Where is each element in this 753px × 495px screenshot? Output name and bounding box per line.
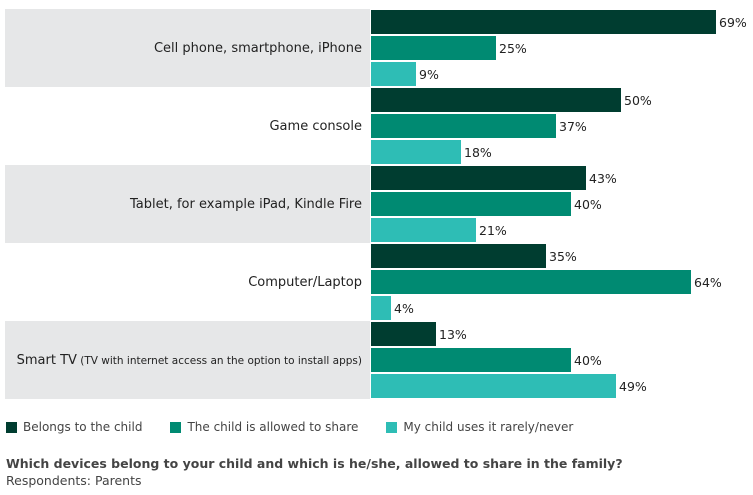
category-label: Cell phone, smartphone, iPhone bbox=[154, 41, 362, 56]
category-label: Tablet, for example iPad, Kindle Fire bbox=[129, 197, 362, 212]
category-band bbox=[5, 165, 370, 243]
data-label: 4% bbox=[394, 301, 414, 316]
category-label: Smart TV (TV with internet access an the… bbox=[17, 353, 362, 368]
data-label: 35% bbox=[549, 249, 577, 264]
data-label: 49% bbox=[619, 379, 647, 394]
bar bbox=[371, 270, 691, 294]
legend-item-share: The child is allowed to share bbox=[170, 420, 358, 434]
legend-swatch bbox=[386, 421, 398, 433]
bar bbox=[371, 114, 556, 138]
legend-label: Belongs to the child bbox=[23, 420, 143, 434]
bar bbox=[371, 296, 391, 320]
bar bbox=[371, 140, 461, 164]
category-band bbox=[5, 9, 370, 87]
bar bbox=[371, 88, 621, 112]
bar bbox=[371, 244, 546, 268]
legend-swatch bbox=[6, 421, 17, 433]
bar bbox=[371, 10, 716, 34]
data-label: 64% bbox=[694, 275, 722, 290]
bar bbox=[371, 36, 496, 60]
legend: Belongs to the child The child is allowe… bbox=[6, 420, 601, 434]
bar bbox=[371, 374, 616, 398]
bar bbox=[371, 322, 436, 346]
category-band bbox=[5, 321, 370, 399]
data-label: 13% bbox=[439, 327, 467, 342]
bar bbox=[371, 218, 476, 242]
bar bbox=[371, 192, 571, 216]
respondents-note: Respondents: Parents bbox=[6, 473, 142, 488]
category-label: Game console bbox=[269, 119, 362, 134]
data-label: 40% bbox=[574, 353, 602, 368]
legend-label: The child is allowed to share bbox=[187, 420, 359, 434]
data-label: 69% bbox=[719, 15, 747, 30]
legend-label: My child uses it rarely/never bbox=[403, 420, 574, 434]
bar bbox=[371, 348, 571, 372]
data-label: 25% bbox=[499, 41, 527, 56]
legend-swatch bbox=[170, 421, 182, 433]
data-label: 40% bbox=[574, 197, 602, 212]
data-label: 50% bbox=[624, 93, 652, 108]
data-label: 21% bbox=[479, 223, 507, 238]
data-label: 9% bbox=[419, 67, 439, 82]
legend-item-belongs: Belongs to the child bbox=[6, 420, 142, 434]
data-label: 37% bbox=[559, 119, 587, 134]
category-label: Computer/Laptop bbox=[248, 275, 362, 290]
legend-item-rarely: My child uses it rarely/never bbox=[386, 420, 573, 434]
bar bbox=[371, 166, 586, 190]
data-label: 18% bbox=[464, 145, 492, 160]
bar-chart: Cell phone, smartphone, iPhone 69% 25% 9% Ga… bbox=[5, 9, 747, 399]
survey-question: Which devices belong to your child and w… bbox=[6, 456, 623, 471]
bar bbox=[371, 62, 416, 86]
data-label: 43% bbox=[589, 171, 617, 186]
